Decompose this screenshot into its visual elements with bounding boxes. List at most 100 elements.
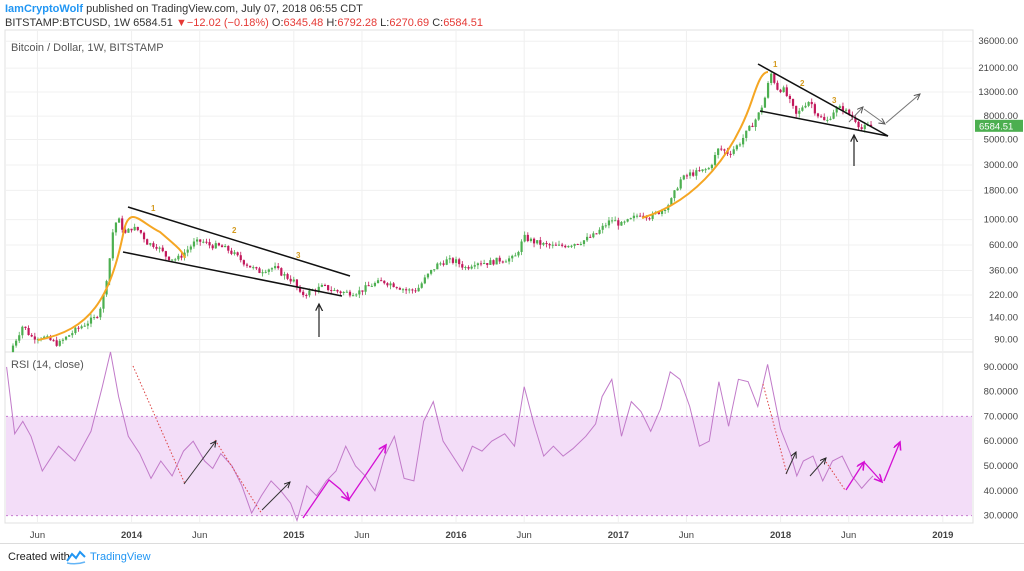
candle-body xyxy=(495,257,498,265)
candle-body xyxy=(389,283,392,286)
candle-body xyxy=(742,137,745,145)
candle-body xyxy=(564,245,567,248)
candle-body xyxy=(670,198,673,206)
candle-body xyxy=(330,290,333,292)
projection-arrow-1-icon xyxy=(848,107,863,123)
candle-body xyxy=(96,317,99,319)
tradingview-logo-icon[interactable] xyxy=(66,549,86,565)
candle-body xyxy=(629,218,632,220)
time-tick-label: Jun xyxy=(192,530,207,541)
candle-body xyxy=(676,188,679,191)
candle-body xyxy=(292,279,295,282)
rsi-tick-label: 30.0000 xyxy=(984,511,1018,522)
candle-body xyxy=(86,323,89,326)
rsi-arrow-3-icon xyxy=(785,452,796,475)
candle-body xyxy=(610,220,614,222)
rsi-axis[interactable]: 90.0000 80.0000 70.0000 60.0000 50.0000 40.00… xyxy=(984,362,1018,522)
chart-canvas[interactable]: Bitcoin / Dollar, 1W, BITSTAMP RSI (14, … xyxy=(0,0,1024,543)
time-axis[interactable]: Jun 2014 Jun 2015 Jun 2016 Jun 2017 Jun 2018 Jun 20… xyxy=(30,530,954,541)
time-tick-label: 2017 xyxy=(608,530,629,541)
candle-body xyxy=(470,266,473,269)
candle-body xyxy=(557,244,561,246)
candle-body xyxy=(93,317,96,319)
candle-body xyxy=(408,289,411,291)
candle-body xyxy=(83,325,86,327)
candle-body xyxy=(738,144,742,146)
candle-body xyxy=(442,263,445,265)
candle-body xyxy=(171,259,174,261)
candle-body xyxy=(298,287,302,292)
candle-body xyxy=(701,169,704,172)
candle-body xyxy=(224,245,227,248)
candle-body xyxy=(146,239,149,245)
footer: Created with TradingView xyxy=(0,543,1024,571)
last-price-tag-text: 6584.51 xyxy=(979,121,1013,132)
candle-body xyxy=(136,226,139,231)
change-value: −12.02 (−0.18%) xyxy=(186,17,269,29)
candle-body xyxy=(414,290,417,292)
candle-body xyxy=(748,125,751,131)
triangle-2014-lower xyxy=(122,251,343,297)
candle-body xyxy=(189,246,192,250)
candle-body xyxy=(498,257,501,262)
candle-body xyxy=(199,239,202,242)
rsi-arrow-1-icon xyxy=(183,441,216,485)
candle-body xyxy=(401,289,405,291)
candle-body xyxy=(829,118,832,120)
chart-header: IamCryptoWolf published on TradingView.c… xyxy=(0,0,1024,30)
wave-label-1-2018: 1 xyxy=(773,60,778,69)
candle-body xyxy=(517,251,520,256)
candle-body xyxy=(869,124,873,127)
candle-body xyxy=(607,220,611,226)
tradingview-brand-link[interactable]: TradingView xyxy=(90,551,151,563)
candle-body xyxy=(551,244,554,246)
candle-body xyxy=(15,340,18,346)
candle-body xyxy=(89,317,93,324)
rsi-divergence-2014b xyxy=(214,439,263,515)
candle-body xyxy=(367,285,370,287)
author-link[interactable]: IamCryptoWolf xyxy=(5,3,84,15)
candle-body xyxy=(785,87,788,96)
candle-body xyxy=(380,280,383,282)
candle-body xyxy=(142,232,146,240)
candle-body xyxy=(685,175,689,177)
price-axis[interactable]: 36000.00 21000.00 13000.00 8000.00 5000.00 30… xyxy=(978,36,1018,345)
fit-curve-2014 xyxy=(37,216,186,341)
candle-body xyxy=(779,89,782,93)
candle-body xyxy=(754,119,757,127)
candle-body xyxy=(255,267,258,269)
candle-body xyxy=(320,284,323,287)
candle-body xyxy=(679,179,682,189)
candle-body xyxy=(342,291,345,293)
candle-body xyxy=(21,326,24,336)
candle-body xyxy=(835,107,838,113)
candle-body xyxy=(217,243,221,246)
candle-body xyxy=(308,290,311,296)
candle-body xyxy=(267,269,270,272)
candle-body xyxy=(807,101,810,106)
candle-body xyxy=(695,170,698,176)
candle-body xyxy=(820,116,823,118)
candle-body xyxy=(405,289,408,291)
candle-body xyxy=(682,175,685,180)
wave-label-3-2014: 3 xyxy=(296,251,301,260)
time-tick-label: Jun xyxy=(841,530,856,541)
price-tick-label: 1000.00 xyxy=(984,215,1018,226)
candle-body xyxy=(770,73,773,83)
candle-body xyxy=(283,274,286,276)
candle-body xyxy=(230,250,233,254)
rsi-magenta-arrow-4-icon xyxy=(863,461,882,482)
candle-body xyxy=(751,125,754,127)
candle-body xyxy=(411,289,414,291)
candle-body xyxy=(479,263,483,265)
rsi-line xyxy=(6,351,874,523)
candle-body xyxy=(723,149,726,151)
candle-body xyxy=(174,259,177,261)
candle-body xyxy=(317,286,320,292)
candle-body xyxy=(258,268,261,273)
candle-body xyxy=(108,258,111,282)
candle-body xyxy=(220,245,224,248)
candle-body xyxy=(114,222,118,233)
rsi-pane-title: RSI (14, close) xyxy=(11,359,84,371)
candle-body xyxy=(617,220,620,226)
